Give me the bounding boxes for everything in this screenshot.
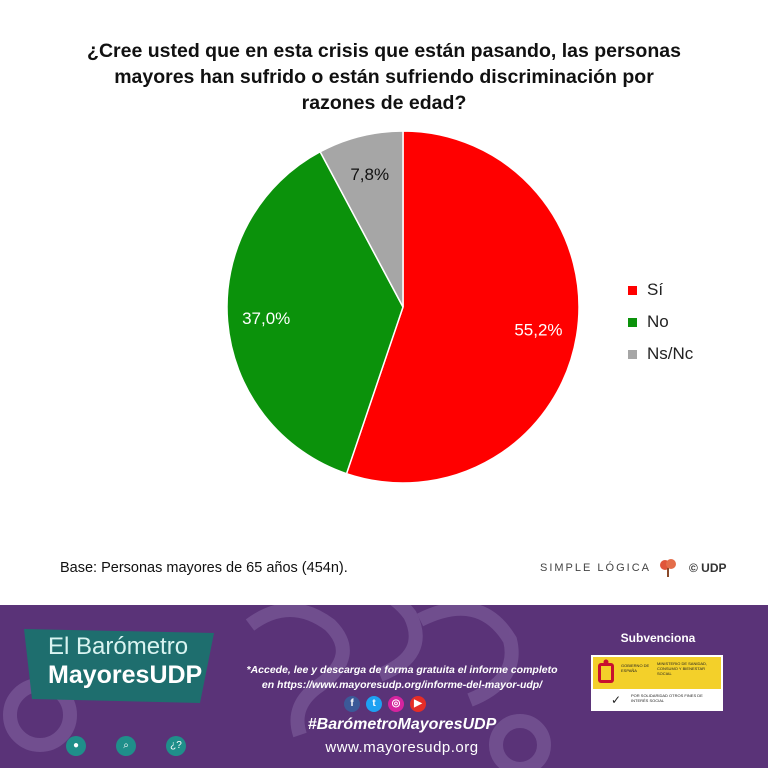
legend-item-no: No — [628, 306, 693, 338]
question-icon[interactable]: ¿? — [166, 736, 186, 756]
data-label-si: 55,2% — [514, 320, 562, 339]
tree-icon — [659, 559, 676, 577]
promo-text: *Accede, lee y descarga de forma gratuit… — [232, 663, 572, 693]
government-logo: GOBIERNO DE ESPAÑA MINISTERIO DE SANIDAD… — [591, 655, 723, 711]
legend-label-nsnc: Ns/Nc — [647, 344, 694, 363]
slice-nsnc — [319, 130, 404, 308]
website-link[interactable]: www.mayoresudp.org — [325, 739, 479, 756]
base-note: Base: Personas mayores de 65 años (454n)… — [60, 560, 348, 576]
gov-text-2: MINISTERIO DE SANIDAD, CONSUMO Y BIENEST… — [657, 661, 708, 676]
subvenciona-label: Subvenciona — [620, 631, 696, 645]
slice-no — [226, 150, 404, 475]
slice-si — [345, 130, 580, 484]
legend: Sí No Ns/Nc — [628, 274, 693, 370]
logo-text-mayoresudp: MayoresUDP — [48, 661, 203, 689]
footer-banner: El Barómetro MayoresUDP *Accede, lee y d… — [0, 605, 768, 768]
twitter-icon[interactable]: t — [366, 696, 382, 712]
chart-title-line-3: razones de edad? — [301, 92, 467, 114]
legend-swatch-no — [628, 317, 637, 327]
facebook-icon[interactable]: f — [344, 696, 360, 712]
promo-line-1: *Accede, lee y descarga de forma gratuit… — [246, 664, 558, 676]
gov-text-3: POR SOLIDARIDAD OTROS FINES DE INTERÉS S… — [631, 693, 703, 703]
pie-chart: 55,2% 37,0% 7,8% — [226, 130, 580, 484]
brand-simple-logica: SIMPLE LÓGICA © UDP — [540, 558, 727, 578]
legend-item-si: Sí — [628, 274, 693, 306]
logo-frame — [24, 629, 214, 703]
chart-title-line-1: ¿Cree usted que en esta crisis que están… — [87, 40, 681, 62]
logo-text-barometro: El Barómetro — [48, 633, 189, 660]
legend-item-nsnc: Ns/Nc — [628, 338, 693, 370]
brand-copyright: © UDP — [688, 561, 727, 575]
chart-title-line-2: mayores han sufrido o están sufriendo di… — [114, 66, 654, 88]
search-icon[interactable]: ⌕ — [116, 736, 136, 756]
checkmark-icon: ✓ — [611, 693, 622, 707]
coat-of-arms-icon — [598, 659, 614, 683]
hashtag: #BarómetroMayoresUDP — [307, 716, 497, 733]
legend-swatch-si — [628, 285, 637, 295]
social-icons: f t ◎ ▶ — [344, 696, 426, 712]
youtube-icon[interactable]: ▶ — [410, 696, 426, 712]
legend-label-no: No — [647, 312, 669, 331]
legend-label-si: Sí — [647, 280, 664, 299]
chart-title: ¿Cree usted que en esta crisis que están… — [40, 38, 728, 116]
gov-text-1: GOBIERNO DE ESPAÑA — [621, 663, 650, 673]
person-icon[interactable]: ● — [66, 736, 86, 756]
data-label-no: 37,0% — [242, 309, 290, 328]
promo-line-2[interactable]: en https://www.mayoresudp.org/informe-de… — [261, 679, 543, 691]
legend-swatch-nsnc — [628, 349, 637, 359]
brand-name: SIMPLE LÓGICA — [540, 562, 651, 574]
data-label-nsnc: 7,8% — [350, 165, 389, 184]
instagram-icon[interactable]: ◎ — [388, 696, 404, 712]
government-logo-band — [593, 657, 721, 689]
